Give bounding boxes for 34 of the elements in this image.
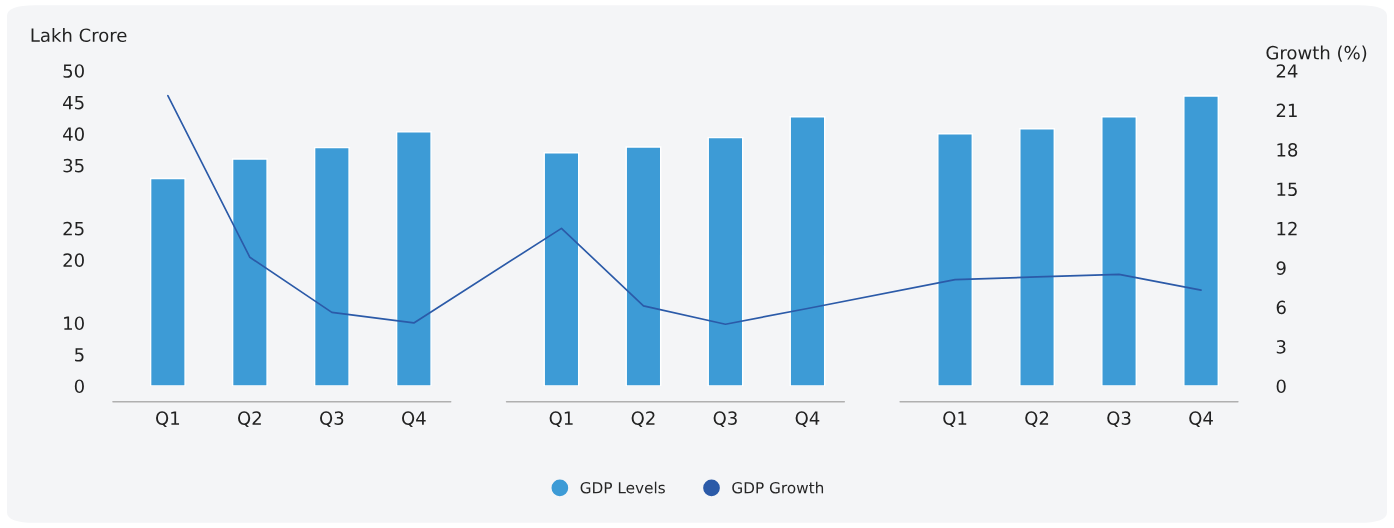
x-tick-label: Q2	[238, 411, 261, 428]
x-tick-label: Q1	[549, 411, 573, 428]
legend-label: GDP Growth	[732, 481, 824, 494]
x-tick-label: Q3	[713, 411, 737, 428]
y2-tick-label: 15	[1277, 182, 1297, 197]
y2-tick-label: 12	[1277, 221, 1297, 236]
y2-tick-label: 6	[1276, 300, 1286, 315]
y2-tick-label: 3	[1276, 340, 1286, 354]
y2-tick-label: 21	[1276, 103, 1297, 118]
y-tick-label: 10	[64, 316, 84, 331]
x-tick-label: Q1	[943, 411, 967, 428]
legend-label: GDP Levels	[580, 481, 665, 494]
y-tick-label: 20	[63, 253, 84, 267]
x-tick-label: Q2	[1025, 411, 1049, 428]
x-tick-label: Q2	[631, 411, 655, 428]
x-tick-label: Q4	[1189, 411, 1213, 428]
y2-tick-label: 0	[1276, 379, 1286, 394]
y-tick-label: 45	[63, 95, 84, 110]
x-tick-label: Q1	[156, 411, 180, 428]
y-tick-label: 5	[75, 348, 84, 362]
y-tick-label: 40	[63, 127, 84, 141]
y-axis-title: Lakh Crore	[31, 28, 127, 43]
y-tick-label: 50	[63, 64, 84, 78]
x-tick-label: Q3	[1107, 411, 1131, 428]
y2-axis-title: Growth (%)	[1266, 45, 1367, 62]
y-tick-label: 35	[63, 158, 84, 173]
x-tick-label: Q4	[795, 411, 820, 428]
y2-tick-label: 18	[1277, 143, 1298, 157]
y2-tick-label: 24	[1276, 64, 1298, 78]
x-tick-label: Q4	[402, 411, 426, 428]
y-tick-label: 25	[63, 221, 84, 236]
y-tick-label: 0	[74, 379, 84, 394]
x-tick-label: Q3	[320, 411, 344, 428]
y2-tick-label: 9	[1276, 261, 1286, 275]
